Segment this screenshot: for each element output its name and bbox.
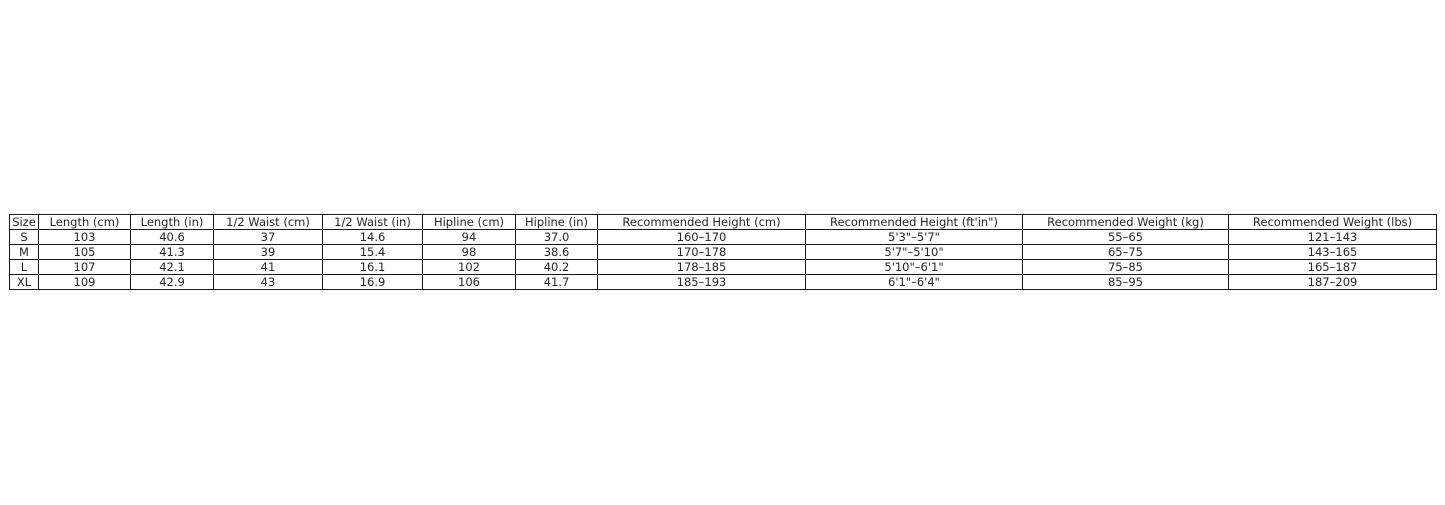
table-cell: 5'7"–5'10"	[805, 244, 1023, 260]
table-cell: 40.6	[130, 229, 214, 245]
header-cell: Length (in)	[130, 214, 214, 230]
header-cell: Recommended Height (ft'in")	[805, 214, 1023, 230]
header-cell: 1/2 Waist (in)	[322, 214, 423, 230]
size-cell: XL	[9, 274, 39, 290]
table-cell: 170–178	[597, 244, 806, 260]
table-cell: 42.1	[130, 259, 214, 275]
table-cell: 55–65	[1022, 229, 1229, 245]
header-row: Size Length (cm) Length (in) 1/2 Waist (cm)…	[9, 214, 1437, 230]
table-cell: 75–85	[1022, 259, 1229, 275]
header-cell: Length (cm)	[38, 214, 131, 230]
table-cell: 15.4	[322, 244, 423, 260]
table-cell: 160–170	[597, 229, 806, 245]
table-cell: 109	[38, 274, 131, 290]
table-body: S 103 40.6 37 14.6 94 37.0 160–170 5'3"–5'7" 55–6…	[9, 229, 1437, 290]
table-cell: 6'1"–6'4"	[805, 274, 1023, 290]
table-cell: 178–185	[597, 259, 806, 275]
table-cell: 42.9	[130, 274, 214, 290]
table-cell: 14.6	[322, 229, 423, 245]
header-cell: Recommended Height (cm)	[597, 214, 806, 230]
table-row: S 103 40.6 37 14.6 94 37.0 160–170 5'3"–5'7" 55–6…	[9, 229, 1437, 245]
header-cell: 1/2 Waist (cm)	[213, 214, 323, 230]
header-cell: Hipline (in)	[515, 214, 598, 230]
size-chart-container: Size Length (cm) Length (in) 1/2 Waist (cm)…	[9, 214, 1437, 290]
size-chart-table: Size Length (cm) Length (in) 1/2 Waist (cm)…	[9, 214, 1437, 290]
table-row: M 105 41.3 39 15.4 98 38.6 170–178 5'7"–5'10" 65–…	[9, 244, 1437, 260]
table-cell: 5'3"–5'7"	[805, 229, 1023, 245]
header-cell: Hipline (cm)	[422, 214, 516, 230]
table-cell: 41.3	[130, 244, 214, 260]
table-cell: 41.7	[515, 274, 598, 290]
table-cell: 102	[422, 259, 516, 275]
table-row: XL 109 42.9 43 16.9 106 41.7 185–193 6'1"–6'4" 85…	[9, 274, 1437, 290]
table-cell: 121–143	[1228, 229, 1437, 245]
table-cell: 94	[422, 229, 516, 245]
header-cell: Recommended Weight (kg)	[1022, 214, 1229, 230]
table-cell: 41	[213, 259, 323, 275]
table-cell: 85–95	[1022, 274, 1229, 290]
size-cell: M	[9, 244, 39, 260]
table-cell: 39	[213, 244, 323, 260]
table-cell: 143–165	[1228, 244, 1437, 260]
table-cell: 16.1	[322, 259, 423, 275]
table-cell: 43	[213, 274, 323, 290]
table-cell: 107	[38, 259, 131, 275]
table-cell: 37	[213, 229, 323, 245]
table-cell: 5'10"–6'1"	[805, 259, 1023, 275]
table-cell: 38.6	[515, 244, 598, 260]
header-cell: Recommended Weight (lbs)	[1228, 214, 1437, 230]
size-cell: L	[9, 259, 39, 275]
table-cell: 165–187	[1228, 259, 1437, 275]
table-cell: 65–75	[1022, 244, 1229, 260]
table-cell: 16.9	[322, 274, 423, 290]
table-cell: 37.0	[515, 229, 598, 245]
table-cell: 98	[422, 244, 516, 260]
size-cell: S	[9, 229, 39, 245]
table-cell: 187–209	[1228, 274, 1437, 290]
table-cell: 105	[38, 244, 131, 260]
table-cell: 106	[422, 274, 516, 290]
header-cell: Size	[9, 214, 39, 230]
table-cell: 40.2	[515, 259, 598, 275]
table-cell: 185–193	[597, 274, 806, 290]
table-row: L 107 42.1 41 16.1 102 40.2 178–185 5'10"–6'1" 75…	[9, 259, 1437, 275]
table-cell: 103	[38, 229, 131, 245]
